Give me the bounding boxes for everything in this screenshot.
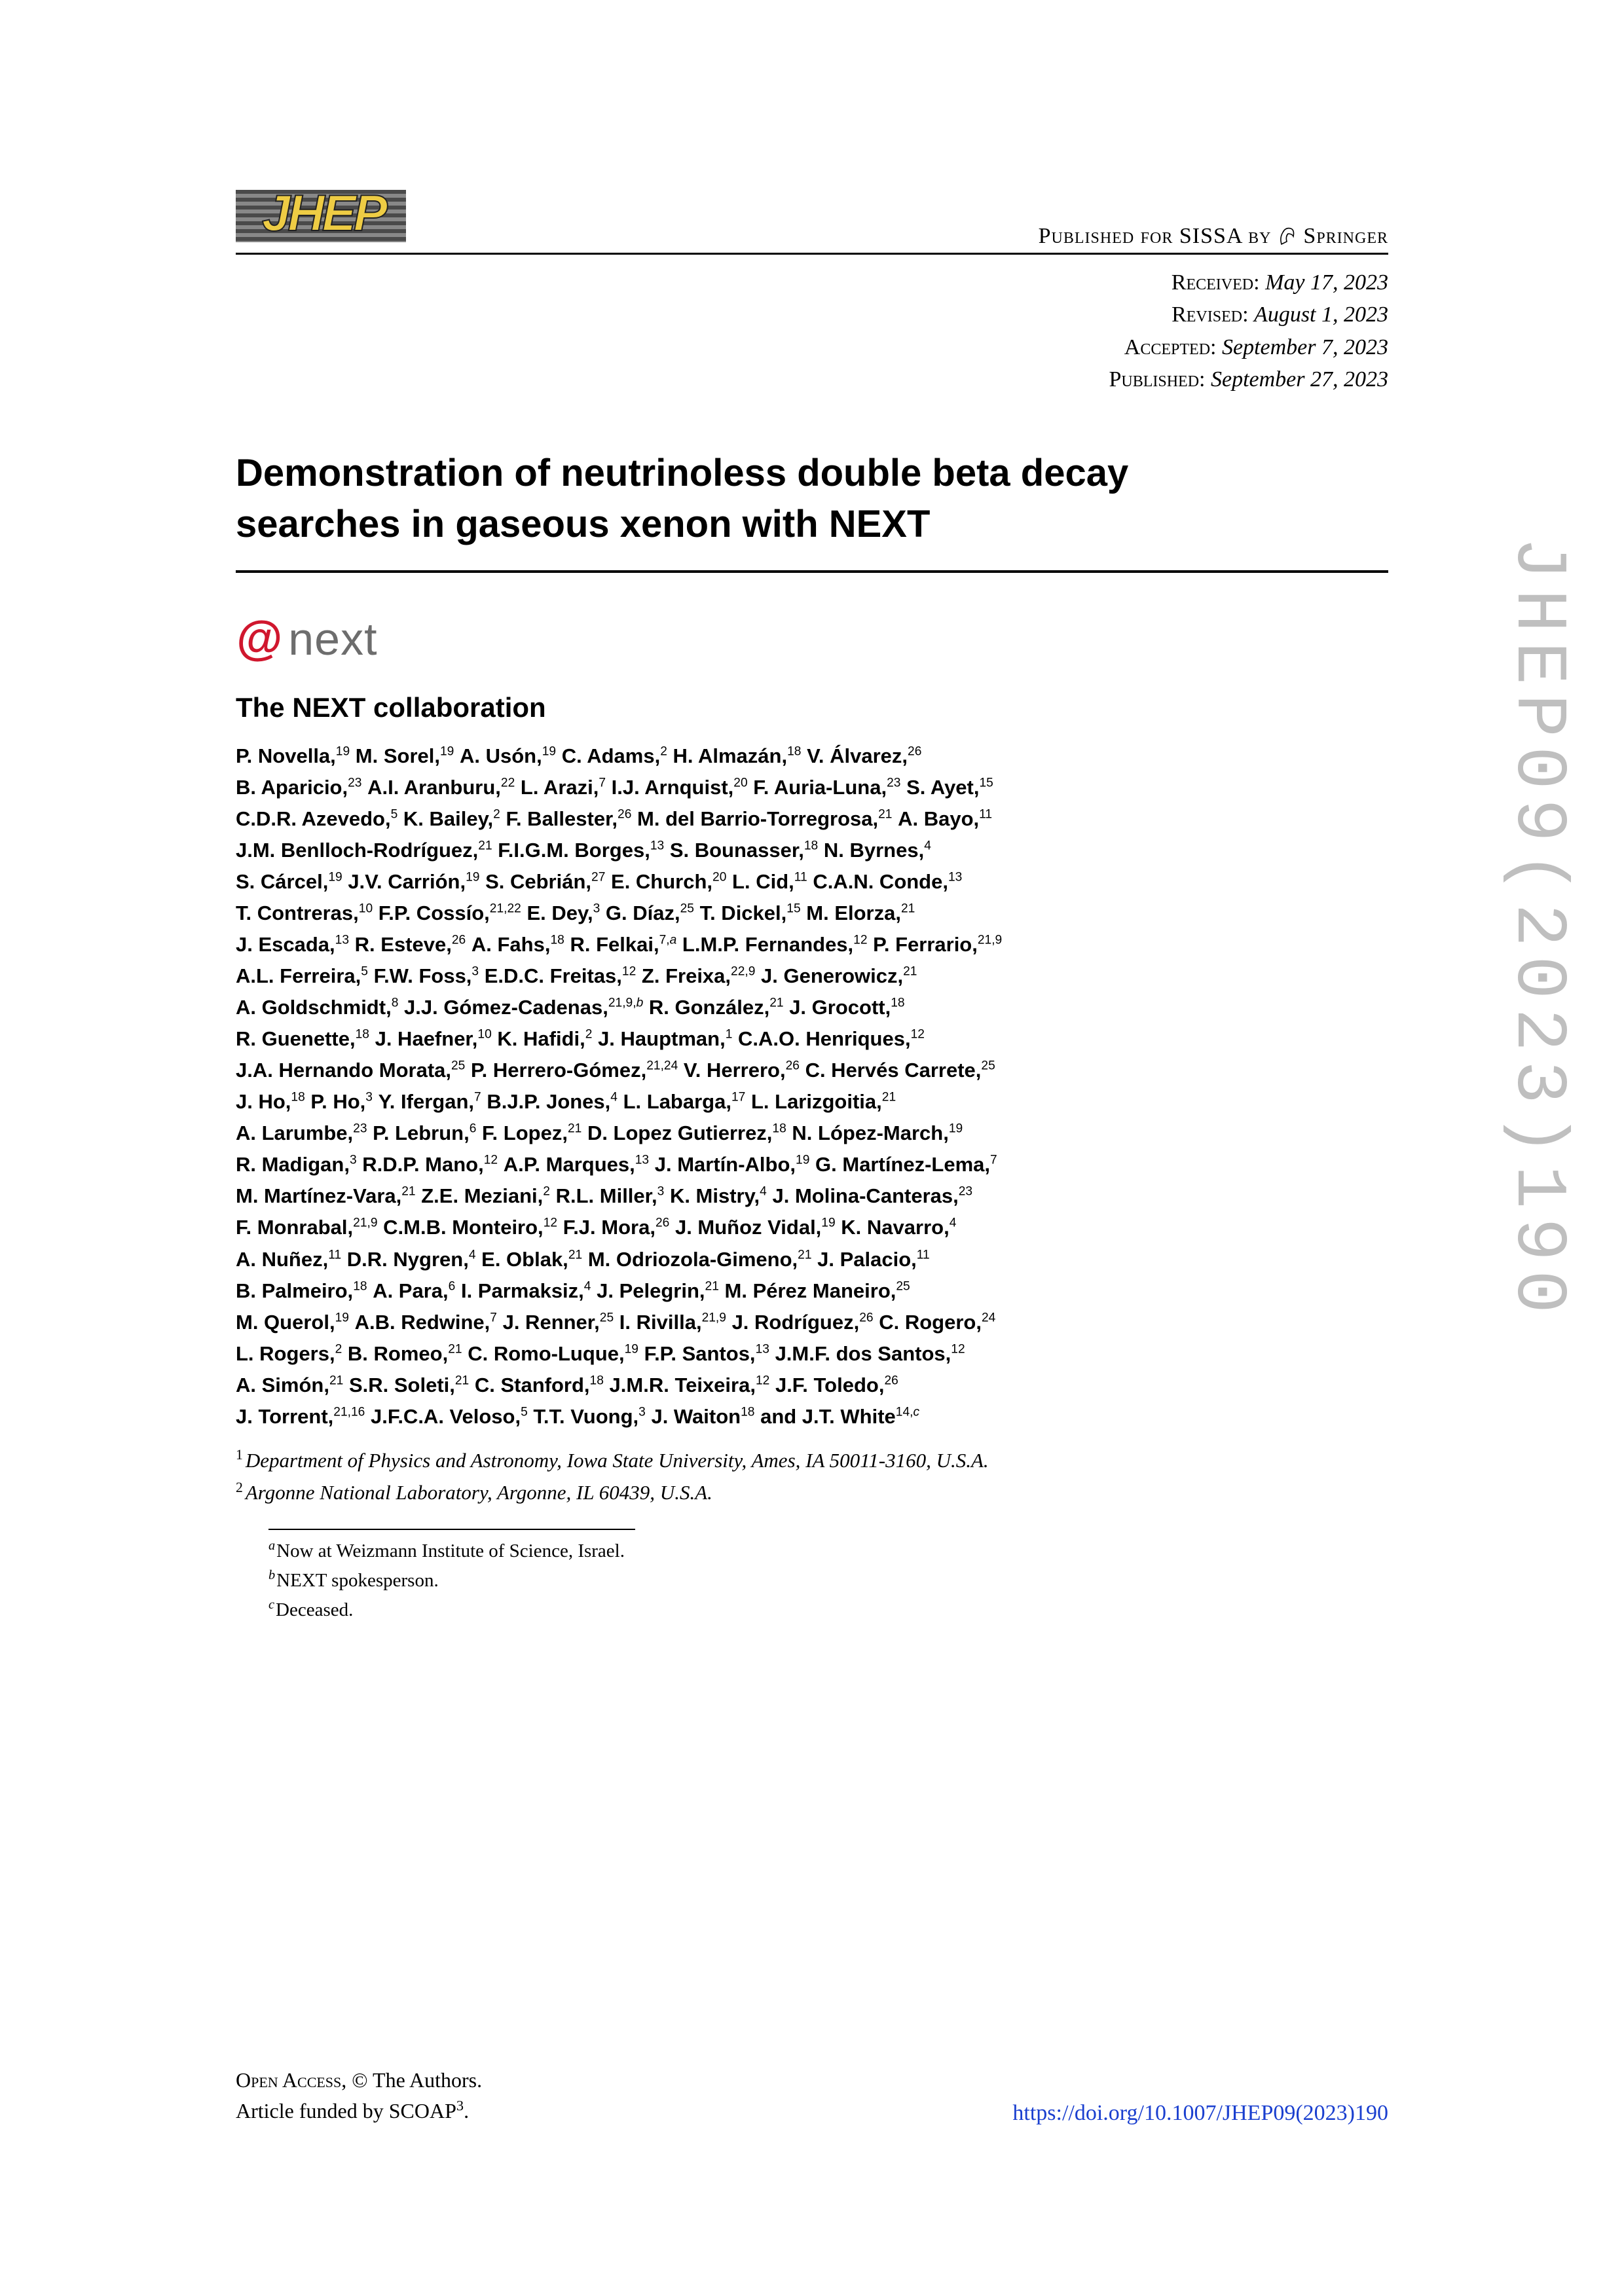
date-published-label: Published: [1109, 367, 1205, 392]
page-footer: Open Access, © The Authors. Article fund… [236, 2065, 1388, 2126]
funded-by-sup: 3 [456, 2097, 464, 2113]
footnote-item: aNow at Weizmann Institute of Science, I… [268, 1537, 1388, 1566]
collaboration-logo: @next [236, 612, 1388, 666]
date-received-value: May 17, 2023 [1265, 270, 1388, 295]
funded-by-suffix: . [464, 2099, 469, 2123]
date-accepted: Accepted: September 7, 2023 [236, 331, 1388, 363]
open-access-label: Open Access, [236, 2068, 346, 2092]
date-revised: Revised: August 1, 2023 [236, 299, 1388, 331]
side-article-id: JHEP09(2023)190 [1496, 537, 1578, 1322]
footnote-item: cDeceased. [268, 1595, 1388, 1625]
date-revised-label: Revised: [1172, 302, 1248, 327]
collab-logo-text: next [288, 613, 377, 665]
date-published-value: September 27, 2023 [1211, 367, 1388, 392]
header-row: JHEP Published for SISSA by Springer [236, 183, 1388, 255]
doi-link[interactable]: https://doi.org/10.1007/JHEP09(2023)190 [1012, 2101, 1388, 2126]
footnotes-rule [268, 1529, 635, 1530]
author-list: P. Novella,19 M. Sorel,19 A. Usón,19 C. … [236, 740, 1388, 1432]
footnote-item: bNEXT spokesperson. [268, 1566, 1388, 1595]
jhep-logo-text: JHEP [262, 183, 385, 243]
article-title: Demonstration of neutrinoless double bet… [236, 448, 1388, 551]
collab-logo-swirl-icon: @ [236, 612, 282, 666]
dates-block: Received: May 17, 2023 Revised: August 1… [236, 266, 1388, 395]
publisher-prefix: Published for SISSA by [1039, 224, 1278, 248]
date-published: Published: September 27, 2023 [236, 363, 1388, 395]
date-received: Received: May 17, 2023 [236, 266, 1388, 299]
publisher-line: Published for SISSA by Springer [1039, 224, 1388, 249]
affiliation-list: 1Department of Physics and Astronomy, Io… [236, 1444, 1388, 1509]
copyright-text: © The Authors. [352, 2068, 482, 2092]
affiliation-item: 2Argonne National Laboratory, Argonne, I… [236, 1476, 1388, 1509]
jhep-logo: JHEP [236, 183, 406, 249]
footnotes-list: aNow at Weizmann Institute of Science, I… [268, 1537, 1388, 1625]
title-line-2: searches in gaseous xenon with NEXT [236, 503, 930, 545]
springer-horse-icon [1278, 224, 1297, 249]
date-accepted-value: September 7, 2023 [1222, 335, 1388, 359]
footer-left: Open Access, © The Authors. Article fund… [236, 2065, 482, 2126]
collaboration-heading: The NEXT collaboration [236, 692, 1388, 723]
date-accepted-label: Accepted: [1124, 335, 1217, 359]
title-rule [236, 570, 1388, 573]
title-line-1: Demonstration of neutrinoless double bet… [236, 452, 1128, 494]
affiliation-item: 1Department of Physics and Astronomy, Io… [236, 1444, 1388, 1477]
date-received-label: Received: [1172, 270, 1260, 295]
page-root: JHEP Published for SISSA by Springer Rec… [0, 0, 1624, 2296]
publisher-name: Springer [1303, 224, 1388, 248]
date-revised-value: August 1, 2023 [1254, 302, 1388, 327]
funded-by-prefix: Article funded by SCOAP [236, 2099, 456, 2123]
